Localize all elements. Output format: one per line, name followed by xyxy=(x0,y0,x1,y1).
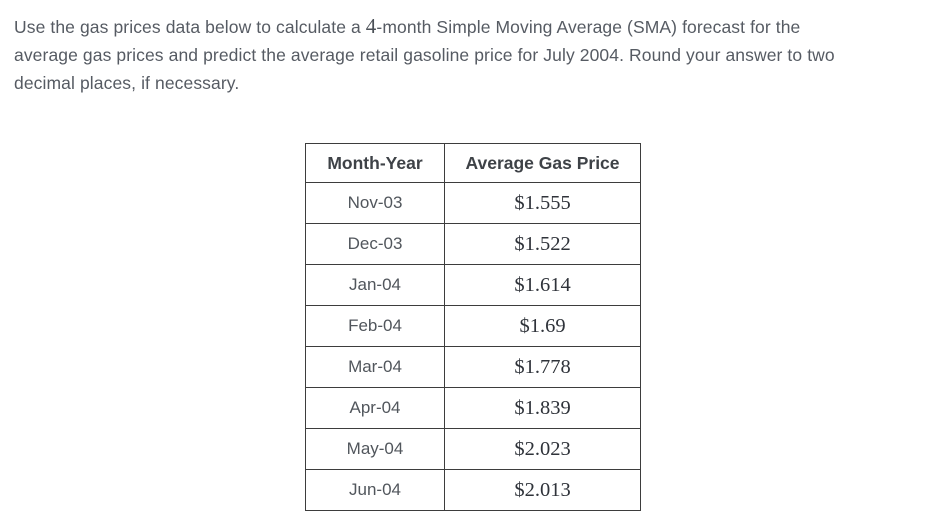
price-cell: $1.69 xyxy=(444,305,641,347)
header-average-gas-price: Average Gas Price xyxy=(444,143,641,183)
month-cell: Mar-04 xyxy=(305,346,445,388)
question-line1-after: -month Simple Moving Average (SMA) forec… xyxy=(376,17,801,37)
price-cell: $2.013 xyxy=(444,469,641,511)
month-cell: Feb-04 xyxy=(305,305,445,347)
question-line-3: decimal places, if necessary. xyxy=(14,73,240,93)
month-cell: Dec-03 xyxy=(305,223,445,265)
gas-prices-table: Month-Year Average Gas Price Nov-03 $1.5… xyxy=(305,143,641,511)
price-cell: $2.023 xyxy=(444,428,641,470)
month-cell: Nov-03 xyxy=(305,182,445,224)
table-row: Nov-03 $1.555 xyxy=(305,182,641,224)
month-cell: Jan-04 xyxy=(305,264,445,306)
price-cell: $1.522 xyxy=(444,223,641,265)
month-cell: Jun-04 xyxy=(305,469,445,511)
header-month-year: Month-Year xyxy=(305,143,445,183)
question-text: Use the gas prices data below to calcula… xyxy=(14,12,944,97)
question-line1-before: Use the gas prices data below to calcula… xyxy=(14,17,366,37)
table-row: Mar-04 $1.778 xyxy=(305,346,641,388)
month-cell: Apr-04 xyxy=(305,387,445,429)
table-row: Dec-03 $1.522 xyxy=(305,223,641,265)
month-cell: May-04 xyxy=(305,428,445,470)
price-cell: $1.555 xyxy=(444,182,641,224)
question-sma-period-number: 4 xyxy=(365,14,377,38)
table-header-row: Month-Year Average Gas Price xyxy=(305,143,641,183)
table-row: Feb-04 $1.69 xyxy=(305,305,641,347)
table-row: Jun-04 $2.013 xyxy=(305,469,641,511)
table-row: Jan-04 $1.614 xyxy=(305,264,641,306)
table-row: Apr-04 $1.839 xyxy=(305,387,641,429)
question-line-2: average gas prices and predict the avera… xyxy=(14,45,835,65)
price-cell: $1.614 xyxy=(444,264,641,306)
question-line-1: Use the gas prices data below to calcula… xyxy=(14,12,944,41)
price-cell: $1.778 xyxy=(444,346,641,388)
table-row: May-04 $2.023 xyxy=(305,428,641,470)
price-cell: $1.839 xyxy=(444,387,641,429)
